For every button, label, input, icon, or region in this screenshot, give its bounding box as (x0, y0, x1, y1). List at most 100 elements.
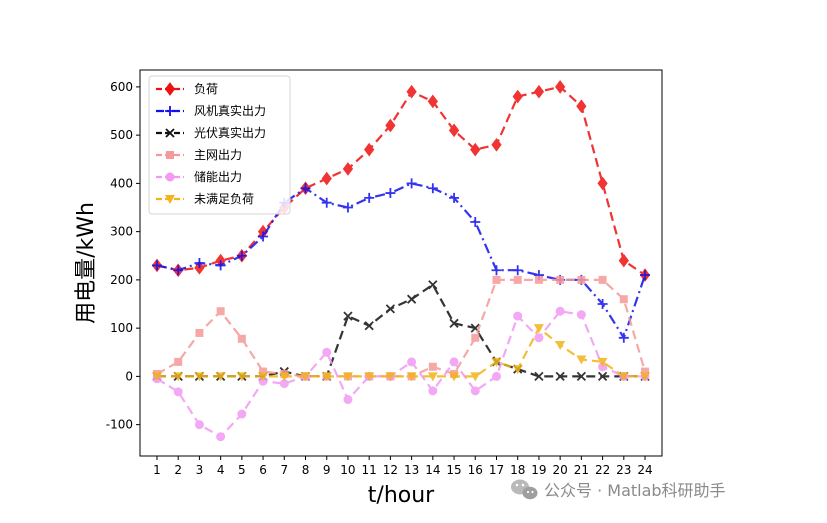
data-point (449, 357, 459, 367)
data-point (513, 311, 523, 321)
data-point (428, 280, 438, 290)
data-point (174, 357, 183, 366)
data-point (534, 371, 544, 382)
axes-ticks: 1 2 3 4 5 6 7 8 9 10 11 12 13 14 15 16 17 18 19 20 21 22 23 24-… (106, 80, 653, 477)
y-tick-label: 0 (125, 369, 133, 383)
data-point (342, 202, 353, 213)
series-layer (151, 80, 651, 442)
data-point (491, 371, 501, 381)
legend-item: 风机真实出力 (156, 103, 266, 118)
data-point (448, 123, 460, 138)
legend-item: 未满足负荷 (156, 192, 254, 206)
data-point (576, 371, 587, 382)
data-point (428, 362, 437, 371)
x-tick-label: 11 (362, 463, 377, 477)
series-4 (152, 275, 650, 381)
series-line (157, 326, 645, 378)
data-point (342, 162, 354, 176)
data-point (343, 311, 353, 321)
data-point (597, 357, 608, 367)
data-point (491, 265, 502, 276)
data-point (576, 310, 586, 320)
data-point (151, 372, 162, 382)
data-point (364, 372, 375, 382)
data-point (427, 94, 438, 109)
x-tick-label: 12 (383, 463, 398, 477)
data-point (194, 420, 204, 430)
plot-frame (139, 69, 663, 457)
legend-marker (166, 151, 174, 159)
data-point (449, 192, 460, 203)
series-3 (152, 280, 650, 382)
data-point (534, 275, 543, 284)
x-tick-label: 2 (174, 463, 182, 477)
x-tick-label: 18 (510, 463, 525, 477)
x-tick-label: 21 (574, 463, 589, 477)
legend-item: 储能出力 (156, 169, 242, 184)
series-line (157, 283, 645, 378)
data-point (364, 321, 374, 331)
data-point (428, 386, 438, 396)
legend-box (148, 75, 291, 215)
x-tick-label: 1 (153, 463, 161, 477)
data-point (259, 367, 268, 376)
data-point (215, 260, 226, 271)
data-point (215, 372, 226, 382)
data-point (406, 294, 417, 304)
watermark: 公众号 · Matlab科研助手 (511, 479, 726, 500)
data-point (385, 188, 396, 199)
y-tick-label: 100 (110, 321, 133, 335)
x-tick-label: 23 (616, 463, 631, 477)
data-point (151, 260, 162, 271)
data-point (533, 84, 545, 99)
data-point (321, 171, 332, 186)
data-point (194, 258, 205, 268)
legend-marker (165, 195, 175, 204)
legend-item: 主网出力 (156, 148, 242, 162)
x-tick-label: 8 (302, 463, 310, 477)
data-point (534, 333, 544, 343)
data-point (513, 275, 522, 284)
wechat-icon (511, 479, 538, 500)
data-point (364, 192, 375, 203)
data-point (236, 250, 247, 261)
legend-label: 风机真实出力 (194, 103, 266, 118)
data-point (619, 295, 628, 304)
data-point (342, 372, 353, 382)
data-point (597, 299, 608, 310)
data-point (471, 333, 480, 342)
legend-item: 光伏真实出力 (156, 125, 266, 140)
series-line (156, 310, 645, 439)
series-line (156, 182, 647, 341)
x-tick-label: 22 (595, 463, 610, 477)
data-point (533, 324, 544, 334)
data-point (322, 347, 332, 357)
series-5 (152, 306, 650, 442)
legend-label: 主网出力 (194, 148, 242, 162)
data-point (618, 253, 629, 268)
data-point (597, 176, 608, 191)
y-tick-label: 400 (110, 176, 133, 190)
data-point (216, 432, 226, 442)
x-tick-label: 20 (553, 463, 568, 477)
data-point (556, 275, 565, 284)
data-point (173, 265, 184, 276)
data-point (406, 84, 417, 99)
y-axis-title: 用电量/kWh (74, 202, 99, 324)
data-point (491, 137, 502, 152)
data-point (236, 372, 247, 382)
data-point (385, 304, 396, 314)
legend-marker (165, 172, 175, 182)
data-point (343, 395, 353, 405)
series-6 (151, 324, 651, 382)
data-point (385, 118, 396, 133)
x-tick-label: 17 (489, 463, 504, 477)
data-point (406, 178, 417, 189)
data-point (555, 341, 566, 351)
x-tick-label: 9 (323, 463, 331, 477)
data-point (641, 367, 650, 376)
data-point (492, 275, 501, 284)
legend-label: 储能出力 (194, 169, 242, 184)
data-point (512, 365, 523, 375)
